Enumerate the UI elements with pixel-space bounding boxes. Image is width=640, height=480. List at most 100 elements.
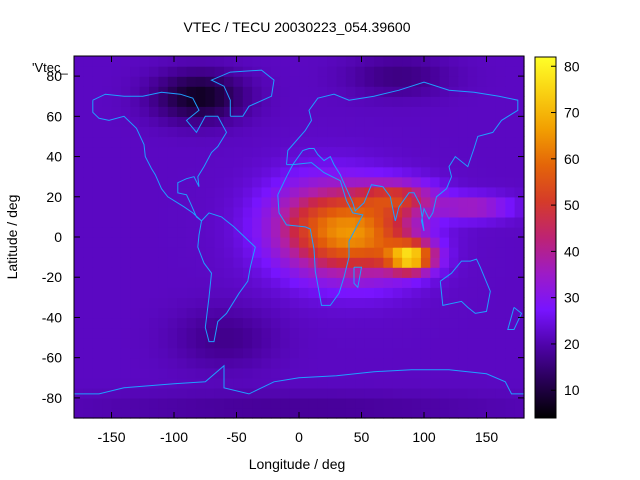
heatmap-cell bbox=[336, 216, 347, 228]
heatmap-cell bbox=[102, 297, 113, 308]
heatmap-cell bbox=[214, 277, 225, 288]
heatmap-cell bbox=[374, 126, 384, 138]
heatmap-cell bbox=[336, 126, 347, 138]
heatmap-cell bbox=[83, 166, 94, 178]
y-tick-label: -80 bbox=[42, 390, 62, 406]
heatmap-cell bbox=[411, 66, 422, 77]
heatmap-cell bbox=[458, 277, 469, 288]
heatmap-cell bbox=[430, 367, 441, 379]
heatmap-cell bbox=[167, 287, 178, 298]
heatmap-cell bbox=[495, 216, 506, 228]
heatmap-cell bbox=[439, 76, 450, 87]
heatmap-cell bbox=[214, 76, 225, 87]
heatmap-cell bbox=[74, 367, 84, 379]
heatmap-cell bbox=[345, 367, 356, 379]
heatmap-cell bbox=[364, 317, 375, 329]
heatmap-cell bbox=[364, 367, 375, 379]
colorbar-tick-label: 10 bbox=[564, 382, 580, 398]
heatmap-cell bbox=[111, 257, 122, 268]
heatmap-cell bbox=[430, 327, 441, 339]
heatmap-cell bbox=[327, 307, 338, 319]
heatmap-cell bbox=[374, 257, 384, 268]
heatmap-cell bbox=[467, 307, 478, 319]
heatmap-cell bbox=[280, 146, 291, 158]
heatmap-cell bbox=[449, 357, 459, 369]
heatmap-cell bbox=[299, 116, 309, 127]
heatmap-cell bbox=[392, 377, 403, 389]
heatmap-cell bbox=[111, 86, 122, 97]
heatmap-cell bbox=[299, 397, 309, 409]
heatmap-cell bbox=[224, 86, 234, 97]
heatmap-cell bbox=[467, 116, 478, 127]
heatmap-cell bbox=[345, 307, 356, 319]
heatmap-cell bbox=[345, 196, 356, 208]
heatmap-cell bbox=[139, 216, 150, 228]
heatmap-cell bbox=[495, 96, 506, 107]
heatmap-cell bbox=[486, 216, 497, 228]
heatmap-cell bbox=[158, 327, 169, 339]
heatmap-cell bbox=[139, 287, 150, 298]
heatmap-cell bbox=[233, 287, 244, 298]
heatmap-cell bbox=[383, 337, 394, 349]
heatmap-cell bbox=[477, 357, 488, 369]
heatmap-cell bbox=[392, 247, 403, 258]
heatmap-cell bbox=[317, 347, 328, 359]
heatmap-cell bbox=[74, 116, 84, 127]
heatmap-cell bbox=[317, 377, 328, 389]
heatmap-cell bbox=[336, 377, 347, 389]
heatmap-cell bbox=[224, 397, 234, 409]
heatmap-cell bbox=[149, 367, 159, 379]
heatmap-cell bbox=[195, 146, 206, 158]
heatmap-cell bbox=[514, 96, 525, 107]
heatmap-cell bbox=[486, 377, 497, 389]
heatmap-cell bbox=[420, 317, 431, 329]
heatmap-cell bbox=[74, 166, 84, 178]
heatmap-cell bbox=[261, 136, 272, 148]
heatmap-cell bbox=[308, 166, 319, 178]
heatmap-cell bbox=[449, 257, 459, 268]
heatmap-cell bbox=[420, 327, 431, 339]
heatmap-cell bbox=[477, 86, 488, 97]
heatmap-cell bbox=[336, 257, 347, 268]
heatmap-cell bbox=[430, 66, 441, 77]
heatmap-cell bbox=[299, 237, 309, 248]
heatmap-cell bbox=[270, 126, 281, 138]
heatmap-cell bbox=[514, 277, 525, 288]
heatmap-cell bbox=[420, 367, 431, 379]
heatmap-cell bbox=[439, 277, 450, 288]
colorbar-tick-label: 20 bbox=[564, 336, 580, 352]
heatmap-cell bbox=[233, 206, 244, 218]
heatmap-cell bbox=[308, 196, 319, 208]
heatmap-cell bbox=[477, 347, 488, 359]
heatmap-cell bbox=[120, 146, 131, 158]
heatmap-cell bbox=[214, 156, 225, 168]
heatmap-cell bbox=[495, 56, 506, 67]
heatmap-cell bbox=[317, 196, 328, 208]
heatmap-cell bbox=[317, 367, 328, 379]
heatmap-cell bbox=[336, 86, 347, 97]
heatmap-cell bbox=[270, 66, 281, 77]
heatmap-cell bbox=[420, 257, 431, 268]
heatmap-cell bbox=[420, 76, 431, 87]
heatmap-cell bbox=[486, 176, 497, 188]
heatmap-cell bbox=[120, 327, 131, 339]
heatmap-cell bbox=[345, 377, 356, 389]
heatmap-cell bbox=[167, 387, 178, 399]
heatmap-cell bbox=[186, 387, 197, 399]
heatmap-cell bbox=[280, 397, 291, 409]
heatmap-cell bbox=[383, 267, 394, 278]
heatmap-cell bbox=[495, 176, 506, 188]
heatmap-cell bbox=[308, 347, 319, 359]
heatmap-cell bbox=[205, 267, 216, 278]
heatmap-cell bbox=[205, 307, 216, 319]
heatmap-cell bbox=[149, 377, 159, 389]
heatmap-cell bbox=[477, 317, 488, 329]
heatmap-cell bbox=[449, 196, 459, 208]
heatmap-cell bbox=[167, 176, 178, 188]
heatmap-cell bbox=[439, 96, 450, 107]
heatmap-cell bbox=[402, 327, 413, 339]
heatmap-cell bbox=[186, 166, 197, 178]
heatmap-cell bbox=[336, 347, 347, 359]
heatmap-cell bbox=[270, 136, 281, 148]
heatmap-cell bbox=[270, 317, 281, 329]
